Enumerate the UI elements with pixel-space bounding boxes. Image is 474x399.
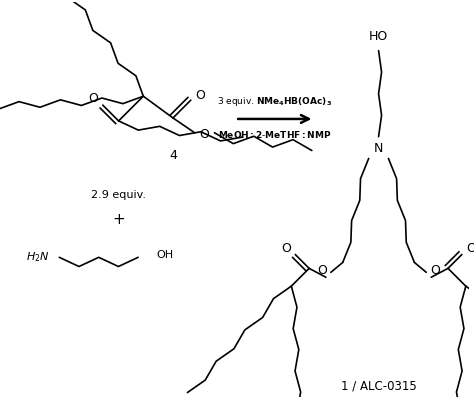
Text: O: O <box>430 264 440 277</box>
Text: 1 / ALC-0315: 1 / ALC-0315 <box>341 379 417 392</box>
Text: OH: OH <box>156 250 173 260</box>
Text: O: O <box>282 242 292 255</box>
Text: +: + <box>112 212 125 227</box>
Text: 4: 4 <box>169 149 177 162</box>
Text: O: O <box>466 242 474 255</box>
Text: $H_2N$: $H_2N$ <box>26 251 49 264</box>
Text: N: N <box>374 142 383 155</box>
Text: O: O <box>88 92 98 105</box>
Text: O: O <box>200 128 210 141</box>
Text: 2.9 equiv.: 2.9 equiv. <box>91 190 146 200</box>
Text: $\mathbf{MeOH : 2\text{-}MeTHF : NMP}$: $\mathbf{MeOH : 2\text{-}MeTHF : NMP}$ <box>218 129 332 140</box>
Text: O: O <box>317 264 327 277</box>
Text: HO: HO <box>369 30 388 43</box>
Text: 3 equiv. $\mathbf{NMe_4HB(OAc)_3}$: 3 equiv. $\mathbf{NMe_4HB(OAc)_3}$ <box>217 95 332 108</box>
Text: O: O <box>196 89 206 102</box>
